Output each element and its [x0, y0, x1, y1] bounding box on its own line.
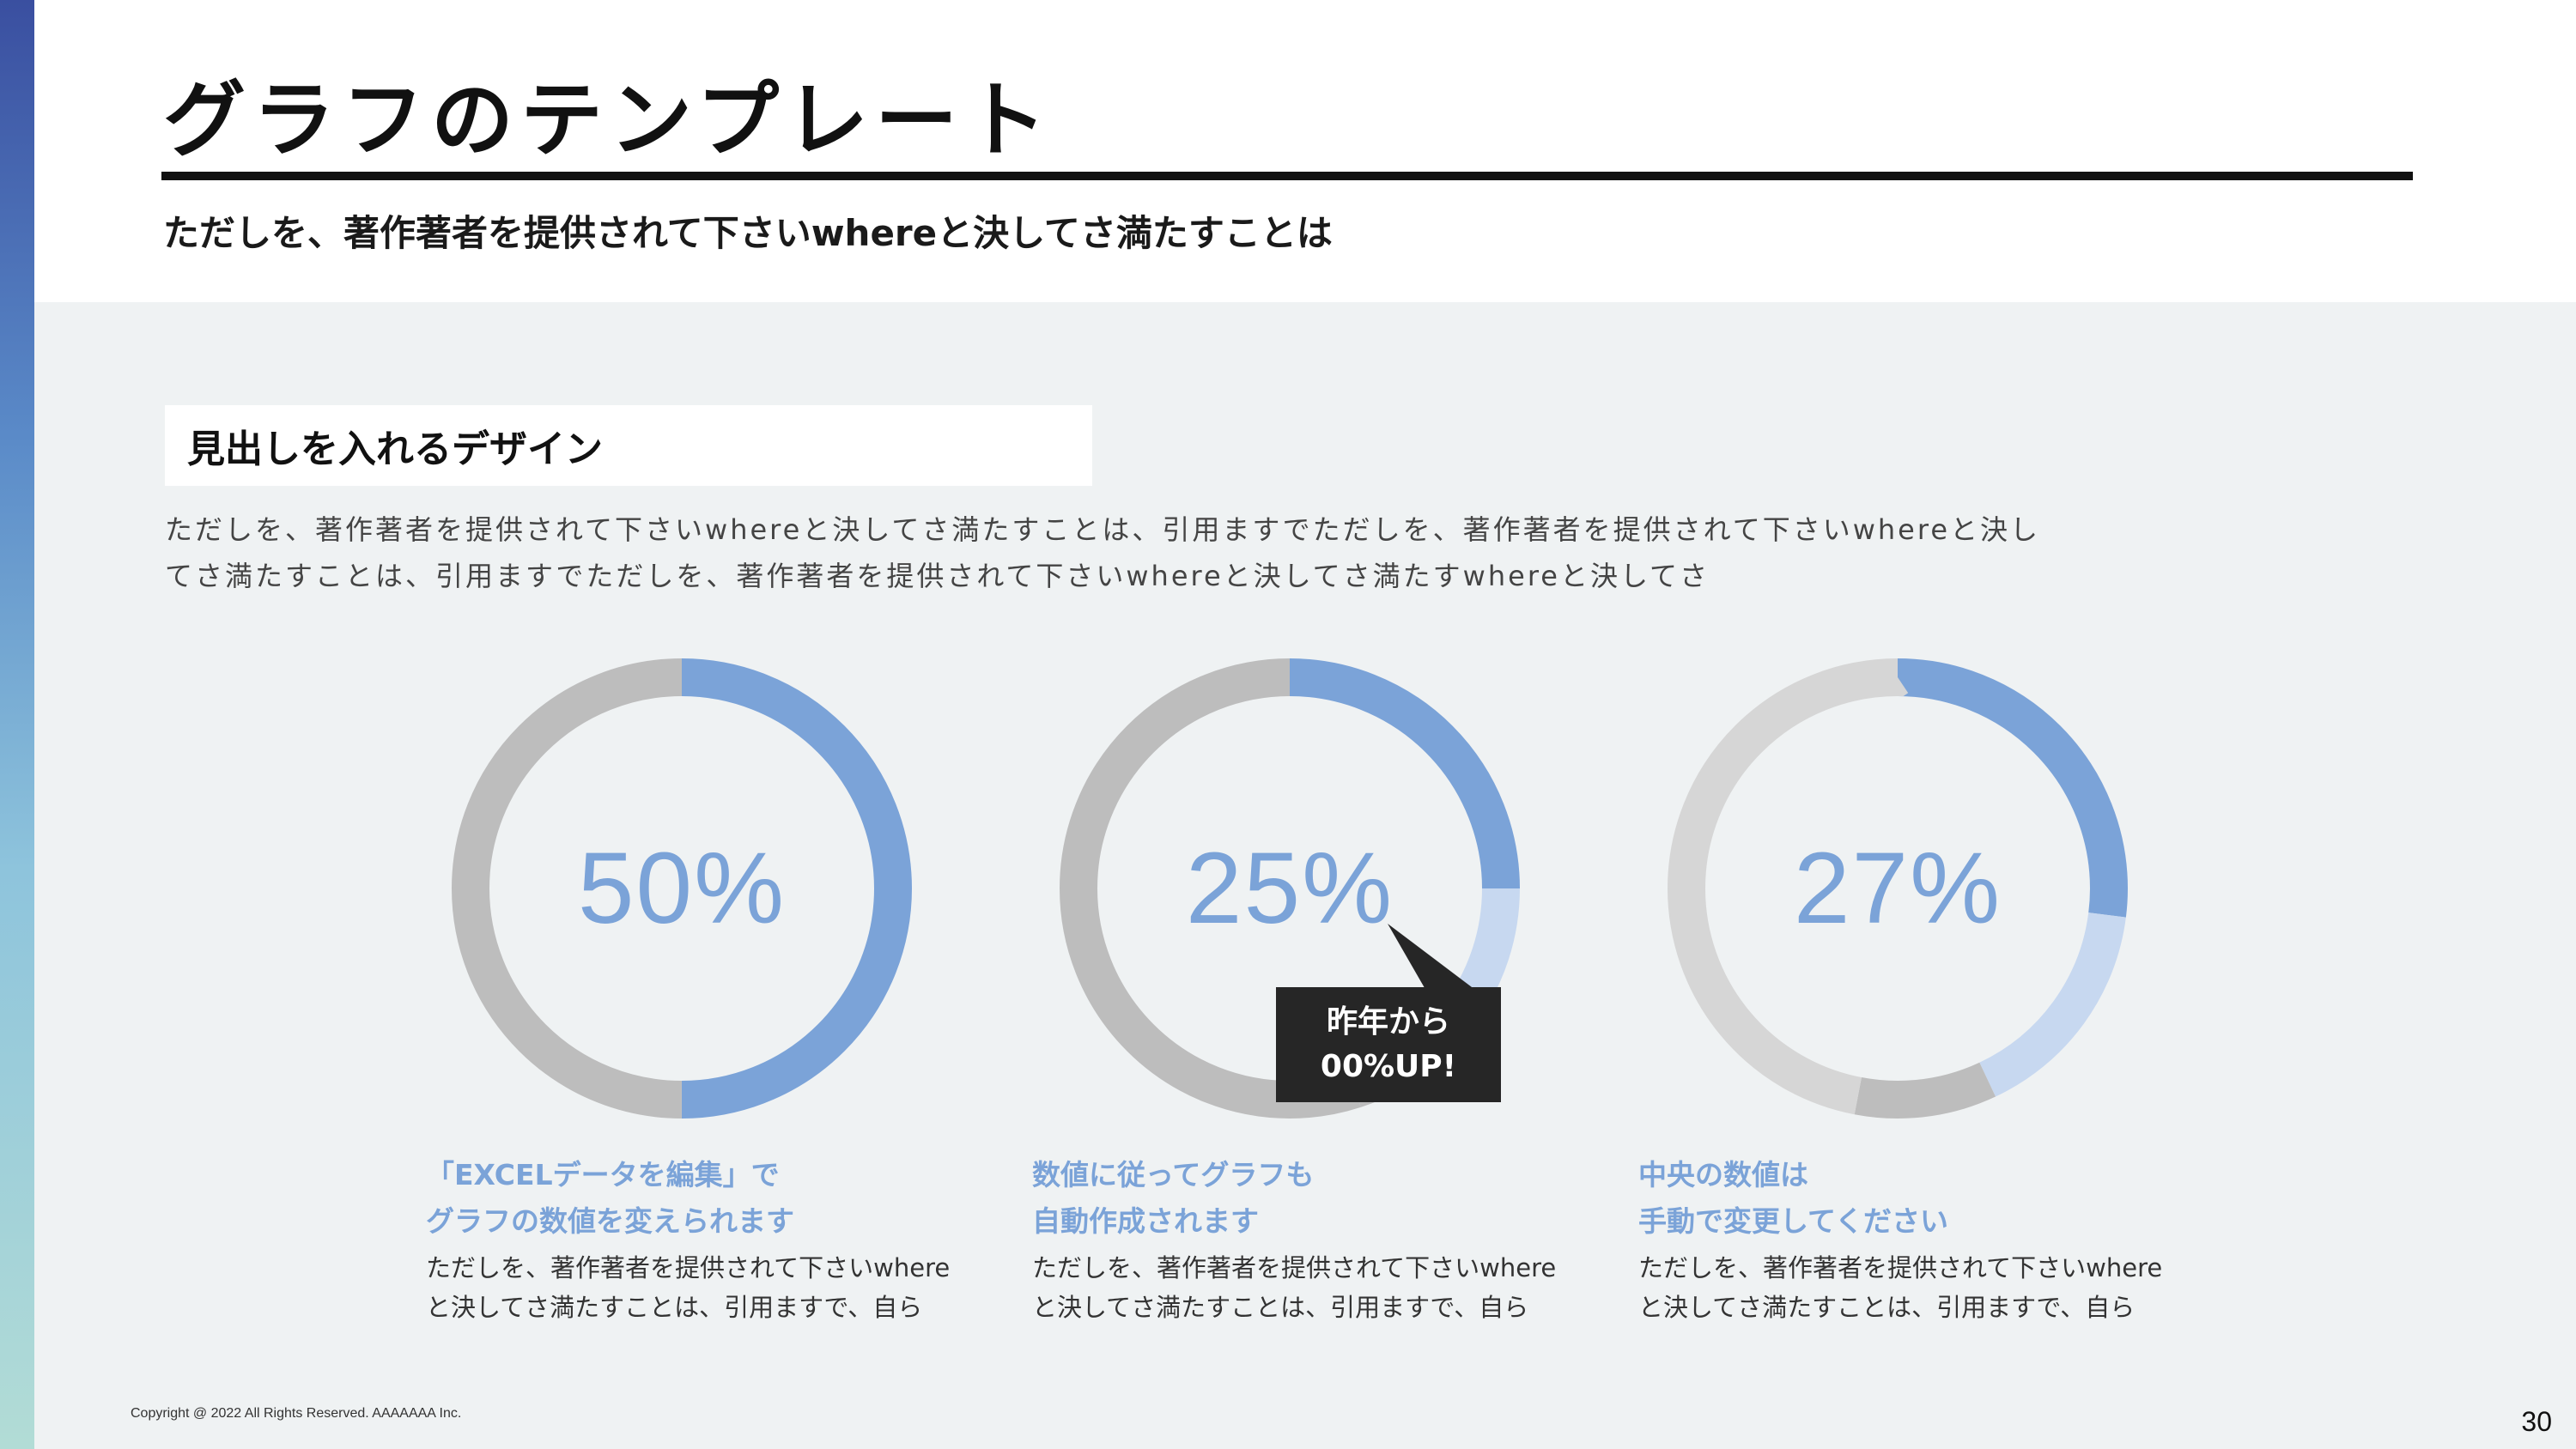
donut-1-segment-2 — [452, 658, 912, 1119]
donut-chart-1-svg — [452, 658, 912, 1119]
body-line: ただしを、著作著者を提供されて下さいwhereと決してさ満たすことは、引用ますで… — [165, 513, 2041, 546]
chart-3-caption-heading: 中央の数値は 手動で変更してください — [1638, 1152, 2188, 1245]
callout-tail — [1388, 924, 1479, 992]
caption-body-line: と決してさ満たすことは、引用ますで、自ら — [1638, 1293, 2136, 1322]
donut-chart-2-value: 25% — [1185, 832, 1394, 945]
donut-chart-3: 27% — [1657, 648, 2138, 1129]
chart-1-caption-heading: 「EXCELデータを編集」で グラフの数値を変えられます — [426, 1152, 975, 1245]
chart-1-caption: 「EXCELデータを編集」で グラフの数値を変えられます ただしを、著作著者を提… — [426, 1152, 975, 1327]
caption-heading-line: 中央の数値は — [1638, 1158, 1808, 1191]
chart-3-caption-body: ただしを、著作著者を提供されて下さいwhere と決してさ満たすことは、引用ます… — [1638, 1248, 2188, 1327]
caption-body-line: と決してさ満たすことは、引用ますで、自ら — [1032, 1293, 1529, 1322]
slide-subtitle: ただしを、著作著者を提供されて下さいwhereと決してさ満たすことは — [163, 212, 1333, 254]
chart-3-caption: 中央の数値は 手動で変更してください ただしを、著作著者を提供されて下さいwhe… — [1638, 1152, 2188, 1327]
caption-heading-line: 手動で変更してください — [1638, 1204, 1949, 1238]
section-heading: 見出しを入れるデザイン — [187, 427, 603, 471]
caption-body-line: ただしを、著作著者を提供されて下さいwhere — [1638, 1253, 2163, 1282]
callout-badge: 昨年から 00%UP! — [1276, 987, 1501, 1102]
caption-heading-line: 数値に従ってグラフも — [1032, 1158, 1315, 1191]
chart-2-caption-body: ただしを、著作著者を提供されて下さいwhere と決してさ満たすことは、引用ます… — [1032, 1248, 1582, 1327]
callout-line-1: 昨年から — [1326, 1004, 1450, 1040]
caption-body-line: と決してさ満たすことは、引用ますで、自ら — [426, 1293, 923, 1322]
body-paragraph: ただしを、著作著者を提供されて下さいwhereと決してさ満たすことは、引用ますで… — [165, 506, 2054, 599]
donut-3-segment-4 — [1668, 658, 2128, 1119]
caption-body-line: ただしを、著作著者を提供されて下さいwhere — [1032, 1253, 1557, 1282]
chart-2-caption-heading: 数値に従ってグラフも 自動作成されます — [1032, 1152, 1582, 1245]
donut-chart-3-value: 27% — [1793, 832, 2002, 945]
slide-title: グラフのテンプレート — [163, 72, 1054, 168]
left-accent-bar — [0, 0, 34, 1449]
donut-chart-1-value: 50% — [577, 832, 787, 945]
donut-3-segment-3 — [1668, 658, 2128, 1119]
caption-body-line: ただしを、著作著者を提供されて下さいwhere — [426, 1253, 951, 1282]
page-number: 30 — [2521, 1406, 2552, 1437]
section-heading-box: 見出しを入れるデザイン — [165, 405, 1092, 486]
donut-chart-1: 50% — [441, 648, 922, 1129]
caption-heading-line: 自動作成されます — [1032, 1204, 1259, 1238]
caption-heading-line: 「EXCELデータを編集」で — [426, 1158, 780, 1191]
caption-heading-line: グラフの数値を変えられます — [426, 1204, 794, 1238]
chart-1-caption-body: ただしを、著作著者を提供されて下さいwhere と決してさ満たすことは、引用ます… — [426, 1248, 975, 1327]
body-line: てさ満たすことは、引用ますでただしを、著作著者を提供されて下さいwhereと決し… — [165, 560, 1710, 592]
copyright-text: Copyright @ 2022 All Rights Reserved. AA… — [131, 1406, 462, 1421]
chart-2-caption: 数値に従ってグラフも 自動作成されます ただしを、著作著者を提供されて下さいwh… — [1032, 1152, 1582, 1327]
title-divider — [161, 172, 2413, 180]
callout-line-2: 00%UP! — [1320, 1049, 1457, 1084]
donut-chart-3-svg — [1668, 658, 2128, 1119]
